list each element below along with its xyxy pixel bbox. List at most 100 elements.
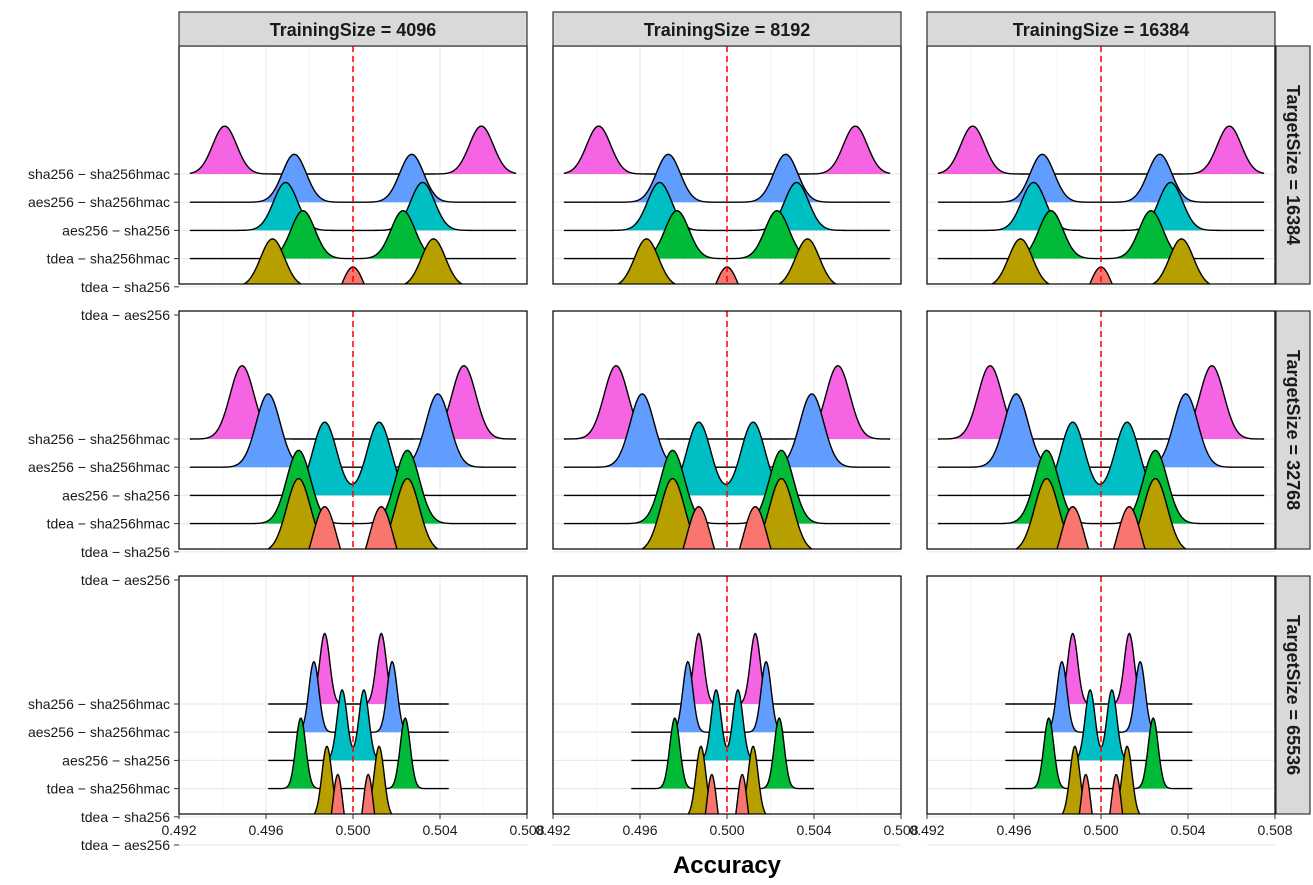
x-tick-label: 0.504 xyxy=(422,822,457,838)
facet-panel xyxy=(552,45,902,316)
ridge-fill xyxy=(631,661,814,733)
x-tick-label: 0.496 xyxy=(996,822,1031,838)
ridge-fill xyxy=(268,661,449,733)
x-tick-label: 0.496 xyxy=(248,822,283,838)
column-strip: TrainingSize = 16384 xyxy=(926,11,1276,47)
ridge-outline xyxy=(268,717,449,790)
x-axis-title: Accuracy xyxy=(673,852,782,879)
ridge-outline xyxy=(563,125,891,175)
y-category-label: tdea − sha256hmac xyxy=(47,516,170,532)
facet-panel xyxy=(178,45,528,316)
ridge-fill xyxy=(189,126,517,174)
facet-panel xyxy=(178,310,528,581)
ridge-outline xyxy=(631,632,814,705)
y-category-label: tdea − sha256 xyxy=(81,544,170,560)
ridge-outline xyxy=(631,717,814,790)
ridge-outline xyxy=(1005,632,1193,705)
ridge-fill xyxy=(189,182,517,231)
ridge-fill xyxy=(268,478,438,549)
y-category-label: aes256 − sha256hmac xyxy=(28,459,170,475)
ridge-fill xyxy=(631,718,814,789)
y-category-label: aes256 − sha256 xyxy=(62,487,170,503)
x-tick-label: 0.492 xyxy=(909,822,944,838)
ridge-fill xyxy=(631,689,814,761)
y-category-label: tdea − sha256 xyxy=(81,809,170,825)
strip-background xyxy=(178,11,528,47)
facet-panel xyxy=(178,575,528,846)
column-strip: TrainingSize = 8192 xyxy=(552,11,902,47)
ridge-fill xyxy=(563,365,891,439)
x-tick-label: 0.504 xyxy=(1170,822,1205,838)
ridge-fill xyxy=(991,238,1211,284)
facet-panel xyxy=(926,575,1276,846)
row-strip: TargetSize = 32768 xyxy=(1275,310,1311,550)
ridge-outline xyxy=(1005,688,1193,762)
ridge-fill xyxy=(189,365,517,439)
ridge-fill xyxy=(1016,478,1186,549)
ridge-fill xyxy=(1079,774,1123,814)
x-tick-label: 0.492 xyxy=(161,822,196,838)
facet-panel xyxy=(926,310,1276,581)
ridge-fill xyxy=(1005,689,1193,761)
panel-border xyxy=(926,310,1276,550)
facet-panel xyxy=(552,575,902,846)
ridge-outline xyxy=(1005,661,1193,733)
ridge-fill xyxy=(937,126,1265,174)
ridge-outline xyxy=(268,632,449,705)
facet-panel xyxy=(552,310,902,581)
ridge-outline xyxy=(189,393,517,468)
y-category-label: sha256 − sha256hmac xyxy=(28,696,170,712)
x-tick-label: 0.508 xyxy=(883,822,918,838)
ridge-outline xyxy=(937,364,1265,440)
y-category-label: aes256 − sha256 xyxy=(62,752,170,768)
strip-background xyxy=(1275,310,1311,550)
y-category-label: tdea − sha256 xyxy=(81,279,170,295)
ridges xyxy=(631,632,814,814)
x-tick-label: 0.500 xyxy=(335,822,370,838)
ridge-outline xyxy=(563,364,891,440)
ridge-fill xyxy=(563,126,891,174)
y-category-label: tdea − aes256 xyxy=(81,572,170,588)
y-category-label: sha256 − sha256hmac xyxy=(28,431,170,447)
panel-border xyxy=(178,310,528,550)
ridges xyxy=(189,125,517,284)
ridges xyxy=(268,632,449,814)
column-strip: TrainingSize = 4096 xyxy=(178,11,528,47)
ridge-outline xyxy=(563,393,891,468)
panels-layer xyxy=(178,45,1276,846)
column-strip-label: TrainingSize = 16384 xyxy=(1013,20,1190,40)
ridge-outline xyxy=(937,125,1265,175)
row-strip-label: TargetSize = 32768 xyxy=(1283,350,1303,510)
ridge-fill xyxy=(268,718,449,789)
ridges xyxy=(563,364,891,549)
ridge-fill xyxy=(331,774,375,814)
y-category-label: aes256 − sha256hmac xyxy=(28,194,170,210)
x-tick-label: 0.508 xyxy=(1257,822,1292,838)
y-category-label: tdea − sha256hmac xyxy=(47,251,170,267)
ridge-outline xyxy=(937,393,1265,468)
ridges xyxy=(189,364,517,549)
ridges xyxy=(1005,632,1193,814)
y-category-label: tdea − sha256hmac xyxy=(47,781,170,797)
ridge-outline xyxy=(189,364,517,440)
y-category-label: tdea − aes256 xyxy=(81,837,170,853)
column-strip-label: TrainingSize = 4096 xyxy=(270,20,437,40)
ridge-fill xyxy=(1005,661,1193,733)
ridge-fill xyxy=(642,478,812,549)
x-tick-label: 0.500 xyxy=(709,822,744,838)
ridge-outline xyxy=(937,153,1265,203)
strips-layer: TrainingSize = 4096 TrainingSize = 8192 Tr… xyxy=(178,11,1311,815)
ridge-fill xyxy=(705,774,749,814)
ridge-outline xyxy=(189,153,517,203)
y-category-label: sha256 − sha256hmac xyxy=(28,166,170,182)
ridge-fill xyxy=(937,393,1265,468)
strip-background xyxy=(552,11,902,47)
y-axis-labels: tdea − aes256 tdea − sha256 tdea − sha256h… xyxy=(28,166,179,853)
ridge-outline xyxy=(1005,717,1193,790)
x-tick-label: 0.496 xyxy=(622,822,657,838)
ridge-outline xyxy=(563,153,891,203)
row-strip: TargetSize = 16384 xyxy=(1275,45,1311,285)
row-strip-label: TargetSize = 65536 xyxy=(1283,615,1303,775)
